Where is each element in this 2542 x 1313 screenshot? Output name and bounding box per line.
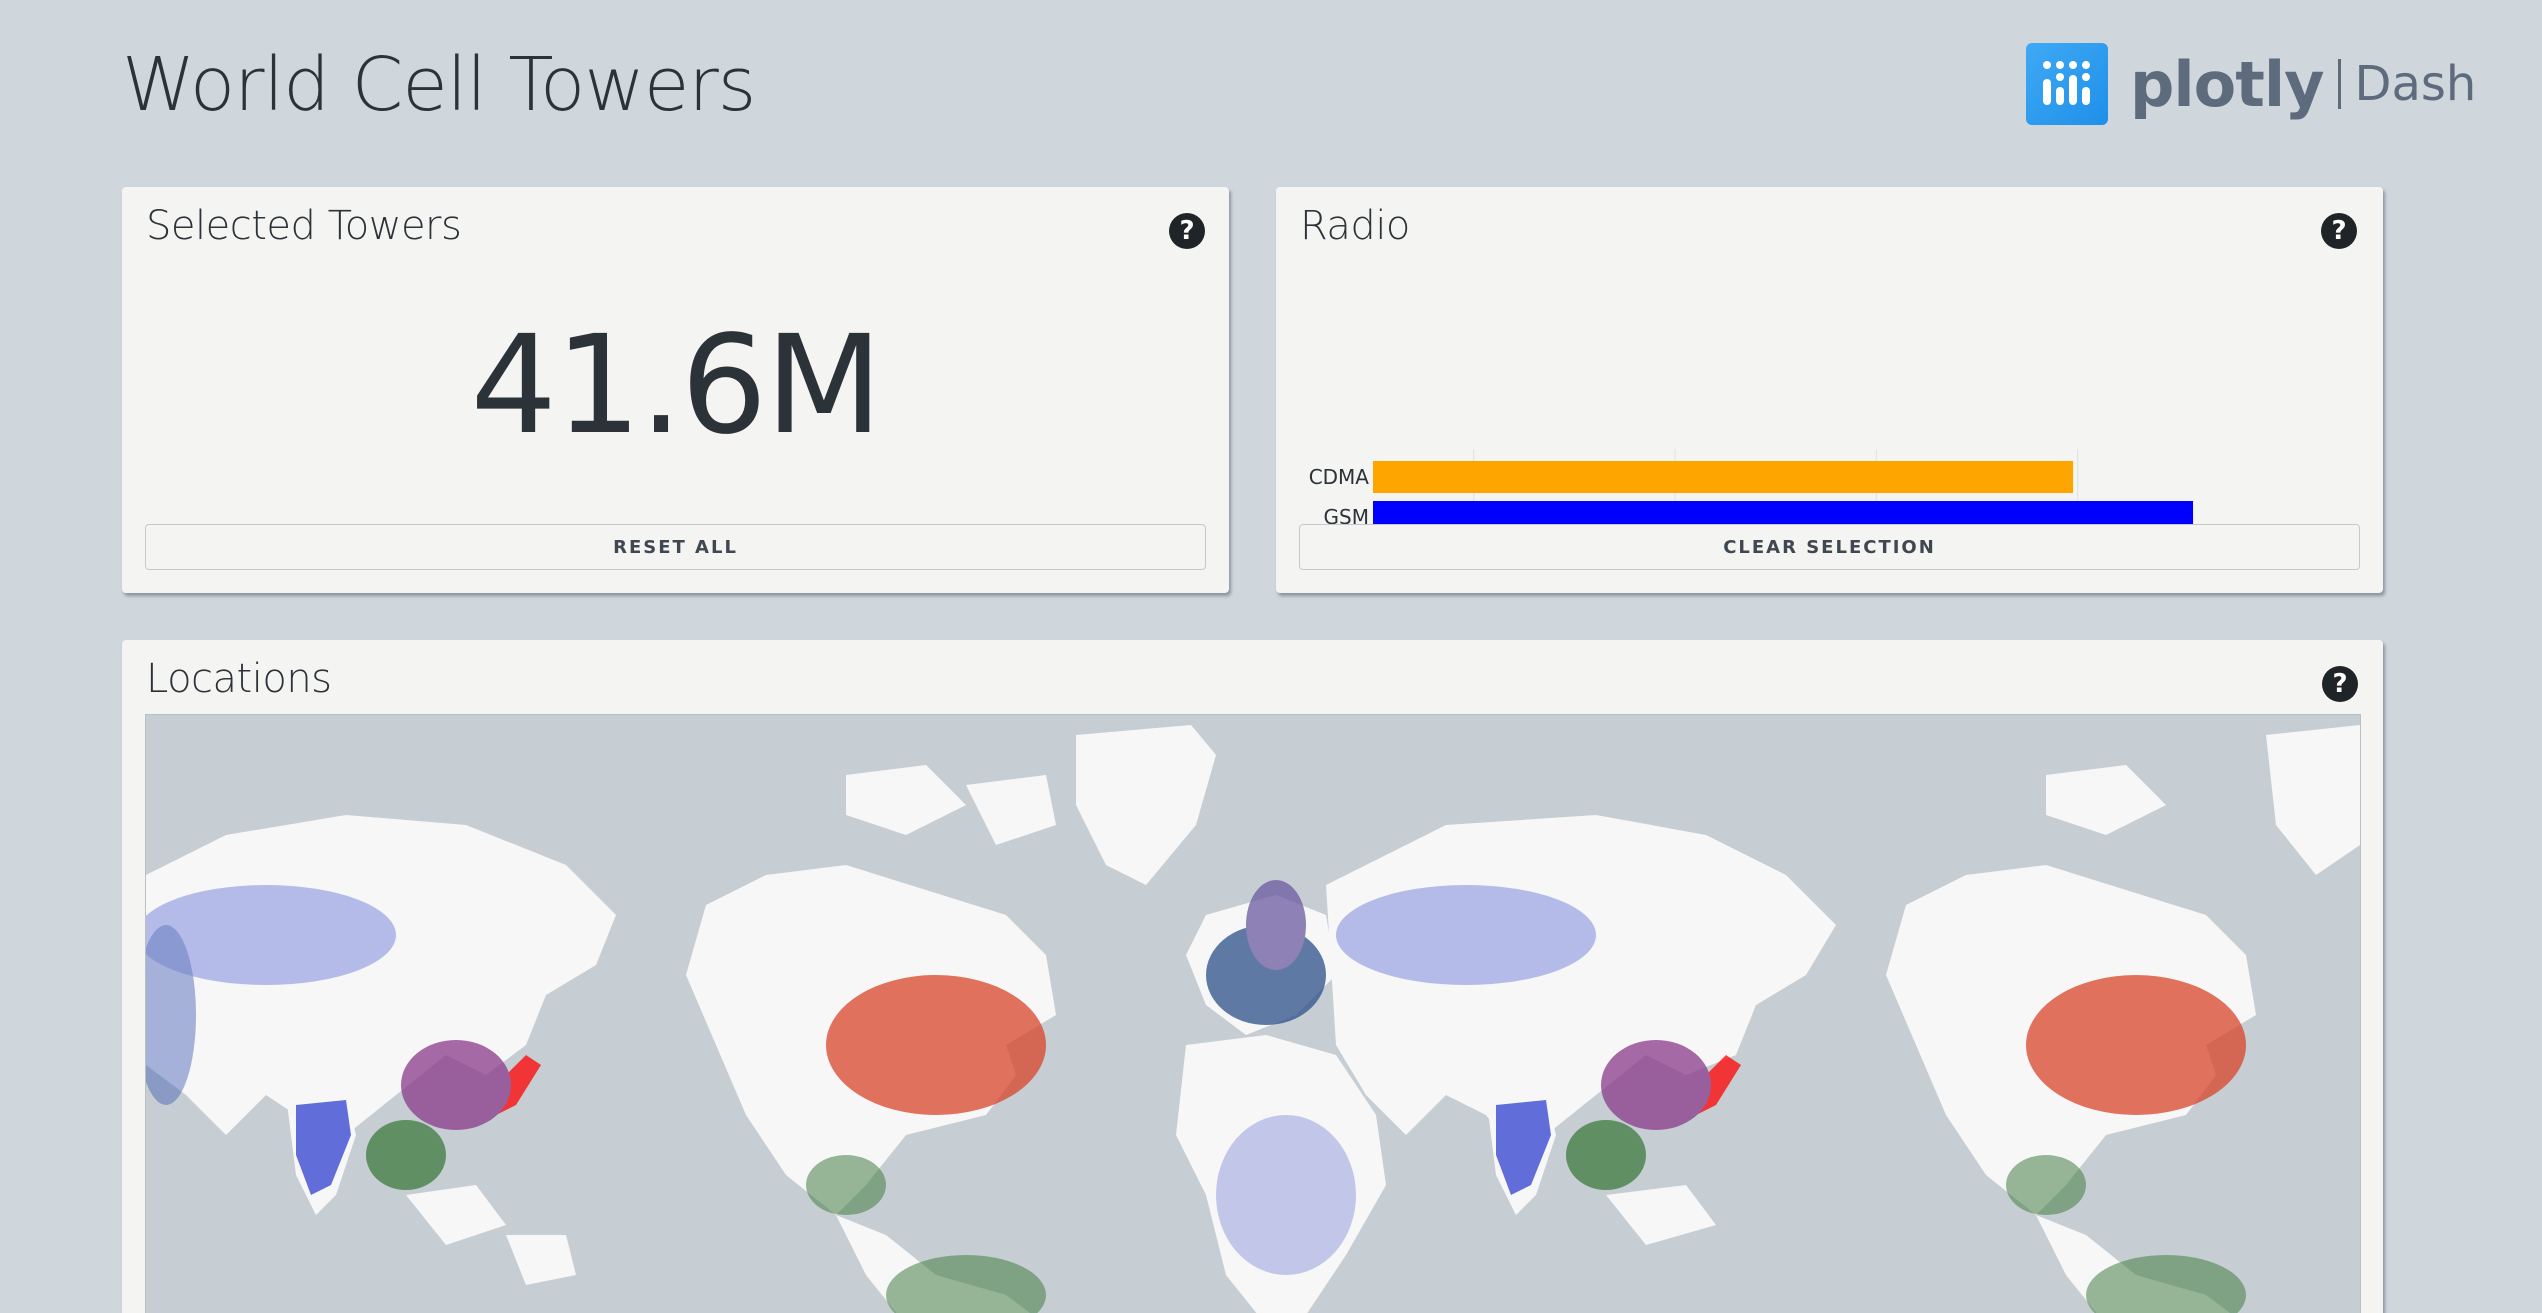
page-title: World Cell Towers	[122, 42, 756, 128]
help-icon[interactable]: ?	[2322, 666, 2358, 702]
help-icon[interactable]: ?	[2321, 213, 2357, 249]
selected-towers-count: 41.6M	[470, 307, 882, 465]
bar-cdma[interactable]	[1373, 461, 2074, 493]
selected-towers-title: Selected Towers	[146, 203, 462, 249]
plotly-dash-logo[interactable]: plotly Dash	[2026, 42, 2476, 126]
brand-separator	[2337, 59, 2341, 109]
tower-density-overlay	[146, 880, 2246, 1313]
brand-product: Dash	[2354, 56, 2477, 112]
radio-title: Radio	[1300, 203, 1410, 249]
locations-title: Locations	[146, 656, 332, 702]
reset-all-button[interactable]: RESET ALL	[145, 524, 1206, 570]
cell-tower-map[interactable]	[145, 714, 2361, 1313]
plotly-logo-icon	[2026, 43, 2108, 125]
selected-towers-card: Selected Towers ? 41.6M RESET ALL	[122, 187, 1229, 593]
brand-name: plotly	[2130, 47, 2325, 121]
locations-card: Locations ?	[122, 640, 2383, 1313]
radio-card: Radio ? CDMAGSMLTEUMTS110010k1MCount CLE…	[1276, 187, 2383, 593]
help-icon[interactable]: ?	[1169, 213, 1205, 249]
category-label: CDMA	[1309, 465, 1370, 489]
clear-selection-button[interactable]: CLEAR SELECTION	[1299, 524, 2360, 570]
world-map-canvas[interactable]	[146, 715, 2360, 1313]
radio-bar-chart[interactable]: CDMAGSMLTEUMTS110010k1MCount	[1276, 269, 2383, 529]
